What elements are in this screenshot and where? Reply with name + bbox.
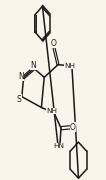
Text: O: O xyxy=(70,123,76,132)
Text: HN: HN xyxy=(53,143,64,149)
Text: S: S xyxy=(17,95,22,104)
Text: NH: NH xyxy=(47,108,57,114)
Text: NH: NH xyxy=(65,63,76,69)
Text: N: N xyxy=(18,72,24,81)
Text: O: O xyxy=(50,39,56,48)
Text: N: N xyxy=(31,61,36,70)
